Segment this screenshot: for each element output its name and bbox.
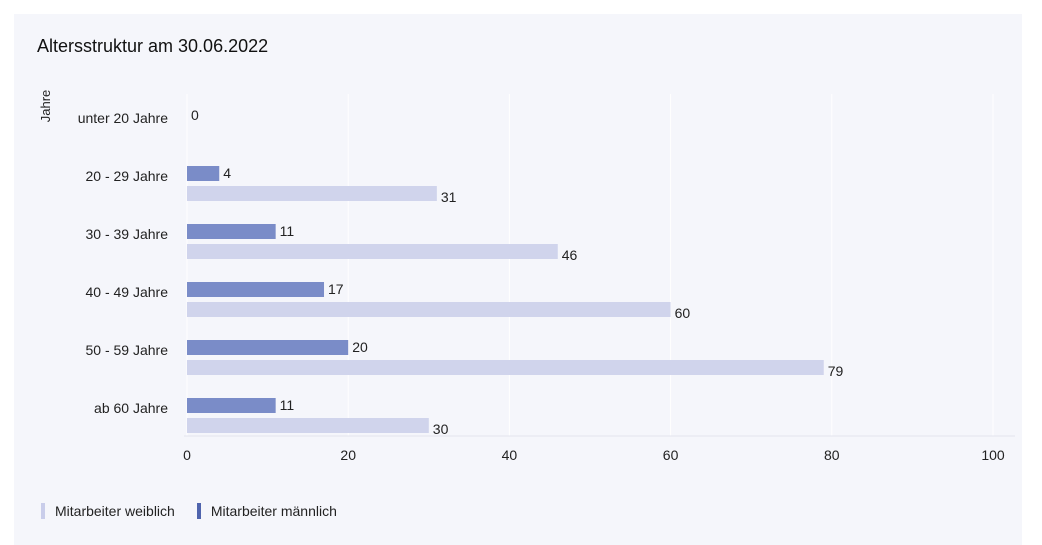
- category-label: unter 20 Jahre: [78, 110, 168, 126]
- chart-card: Altersstruktur am 30.06.2022 0 20 40 60 80 10…: [14, 14, 1022, 545]
- bar-female: [187, 186, 437, 201]
- bar-female: [187, 360, 824, 375]
- chart-legend: Mitarbeiter weiblich Mitarbeiter männlich: [41, 503, 359, 519]
- category-label: 50 - 59 Jahre: [86, 342, 169, 358]
- y-axis-label: Jahre: [38, 90, 53, 123]
- bar-male: [187, 282, 325, 297]
- bar-male: [187, 398, 276, 413]
- chart-title: Altersstruktur am 30.06.2022: [37, 36, 269, 56]
- category-label: 20 - 29 Jahre: [86, 168, 169, 184]
- x-tick-label: 80: [824, 447, 840, 463]
- x-tick-label: 0: [183, 447, 191, 463]
- x-tick-label: 100: [981, 447, 1005, 463]
- legend-label: Mitarbeiter männlich: [210, 503, 337, 519]
- x-tick-label: 60: [663, 447, 679, 463]
- data-label-female: 30: [433, 421, 449, 437]
- legend-item[interactable]: Mitarbeiter weiblich: [41, 503, 175, 519]
- bar-male: [187, 340, 349, 355]
- category-label: ab 60 Jahre: [94, 400, 168, 416]
- data-label-male: 17: [328, 281, 344, 297]
- data-label-male: 4: [223, 165, 231, 181]
- bar-male: [187, 224, 276, 239]
- data-label-female: 46: [562, 247, 578, 263]
- data-label-male: 0: [191, 107, 199, 123]
- bar-female: [187, 418, 429, 433]
- data-label-male: 11: [280, 397, 295, 413]
- data-label-male: 20: [352, 339, 368, 355]
- legend-swatch: [196, 503, 201, 519]
- bar-chart: 0 20 40 60 80 100 Jahre unter 20 Jahre 0 20 - 29 …: [38, 90, 1015, 463]
- legend-label: Mitarbeiter weiblich: [55, 503, 175, 519]
- x-tick-label: 40: [502, 447, 518, 463]
- bar-female: [187, 244, 558, 259]
- legend-swatch: [41, 503, 45, 519]
- data-label-female: 79: [828, 363, 844, 379]
- category-label: 30 - 39 Jahre: [86, 226, 169, 242]
- category-label: 40 - 49 Jahre: [86, 284, 169, 300]
- x-tick-label: 20: [340, 447, 356, 463]
- bar-male: [187, 166, 220, 181]
- legend-item[interactable]: Mitarbeiter männlich: [196, 503, 337, 519]
- data-label-female: 60: [675, 305, 691, 321]
- data-label-female: 31: [441, 189, 457, 205]
- data-label-male: 11: [280, 223, 295, 239]
- bar-female: [187, 302, 671, 317]
